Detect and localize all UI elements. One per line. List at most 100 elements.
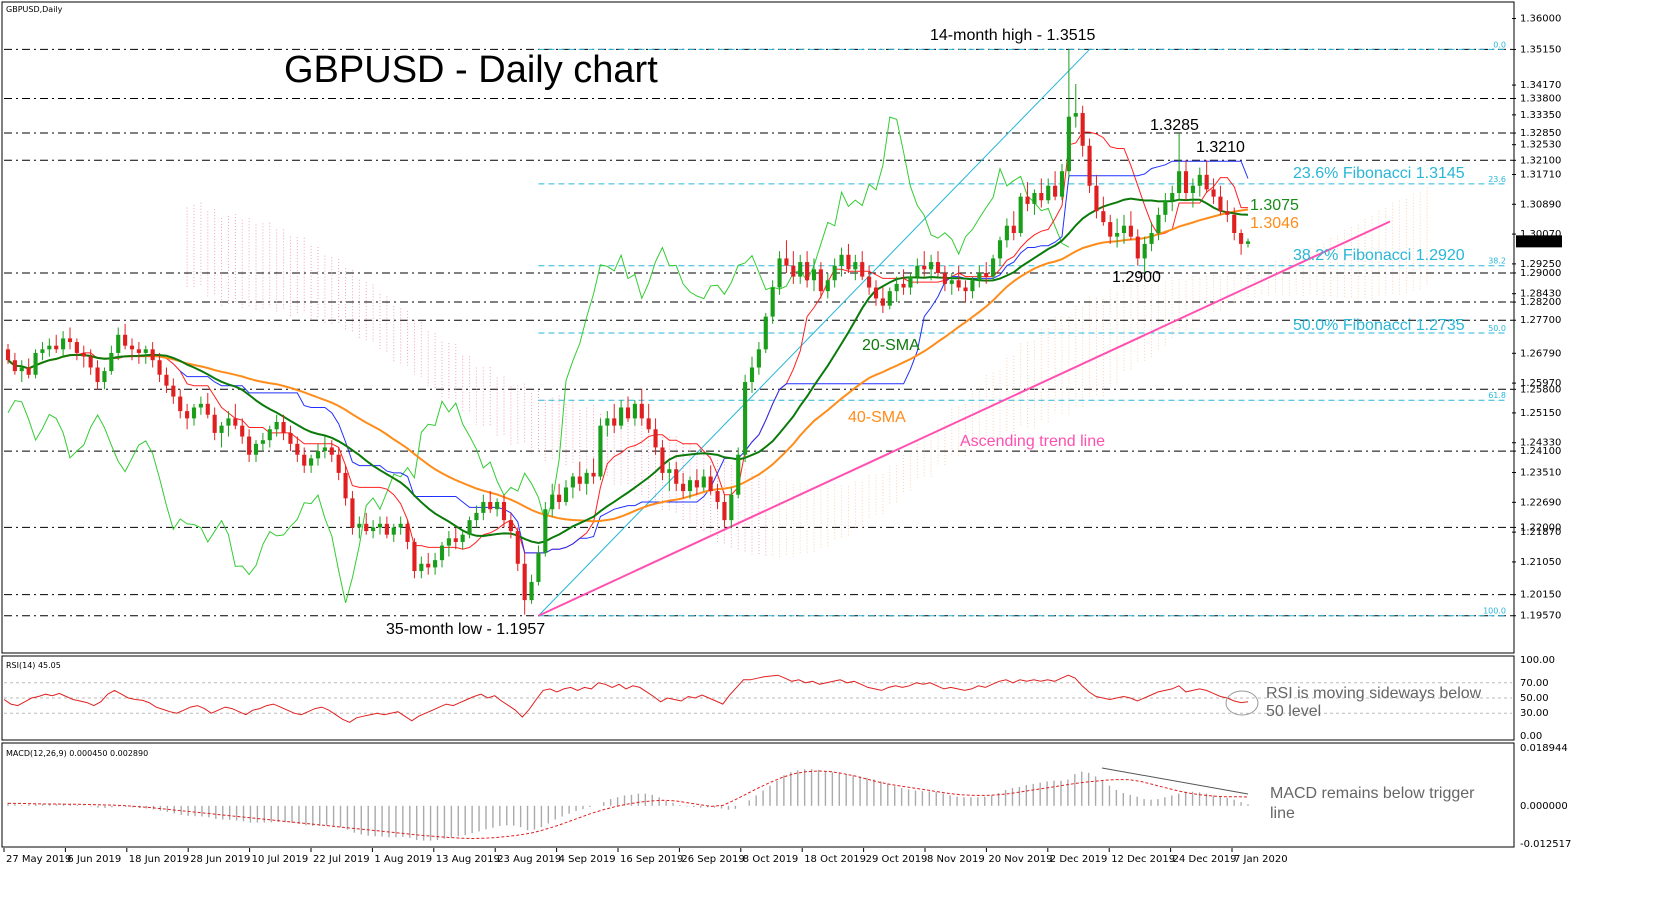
last-price-box (1516, 235, 1562, 248)
candle (54, 334, 59, 353)
candle-body (178, 396, 183, 412)
candle (922, 251, 927, 277)
candle (426, 552, 431, 575)
candle (433, 552, 438, 575)
candle (550, 483, 555, 517)
date-tick-label: 1 Aug 2019 (374, 854, 432, 865)
fib-label-23-6: 23.6% Fibonacci 1.3145 (1293, 165, 1465, 182)
candle-body (426, 563, 431, 568)
candle-body (481, 501, 486, 513)
candle (240, 418, 245, 444)
candle (701, 469, 706, 492)
candle-body (191, 407, 197, 419)
candle-body (123, 334, 128, 346)
price-tick-label: 1.25970 (1520, 378, 1561, 389)
candle-body (1183, 171, 1189, 194)
candle-body (1128, 225, 1133, 237)
candle-body (901, 283, 906, 288)
price-tick-label: 1.23510 (1520, 468, 1561, 479)
candle (577, 461, 582, 492)
candle-body (1142, 243, 1147, 259)
candle-body (116, 334, 121, 353)
candle (1183, 160, 1189, 201)
candle (1094, 174, 1099, 219)
candle (467, 516, 472, 539)
date-tick-label: 23 Aug 2019 (497, 854, 561, 865)
candle (1142, 236, 1147, 273)
candle (832, 258, 837, 288)
candle (1156, 207, 1161, 241)
candle-body (322, 447, 327, 452)
candle-body (977, 272, 982, 281)
candle-body (226, 418, 231, 426)
candle-body (915, 265, 920, 277)
candle-body (557, 494, 562, 502)
candle-body (577, 476, 582, 484)
candle (1032, 189, 1037, 215)
candle-body (887, 291, 892, 306)
candle-body (315, 451, 321, 459)
candle-body (963, 287, 968, 292)
date-tick-label: 12 Dec 2019 (1111, 854, 1175, 865)
candle-body (267, 429, 272, 441)
candle-body (460, 534, 465, 542)
candle-body (1211, 189, 1216, 197)
candle (1066, 49, 1071, 179)
candle (1163, 193, 1168, 223)
candle (687, 476, 693, 499)
candle (915, 258, 920, 284)
candle-body (1080, 113, 1085, 146)
candle (798, 254, 803, 284)
candle-body (1163, 200, 1168, 215)
candle (405, 520, 410, 550)
candle (1170, 185, 1175, 212)
candle-body (818, 269, 823, 292)
candle-body (646, 418, 651, 430)
candle-body (997, 240, 1003, 259)
candle-body (949, 280, 954, 284)
candle-body (329, 447, 334, 455)
candle (605, 411, 610, 437)
candle (997, 236, 1003, 266)
price-tick-label: 1.31710 (1520, 169, 1561, 180)
candle-body (543, 509, 548, 553)
candle-body (956, 280, 961, 288)
price-tick-label: 1.32100 (1520, 155, 1561, 166)
fib-diagonal (538, 49, 1090, 617)
candle (1101, 196, 1106, 226)
candle-body (1108, 222, 1113, 237)
candle-body (419, 563, 424, 572)
candle-body (846, 254, 851, 270)
sma40-label: 40-SMA (848, 409, 906, 426)
candle (1108, 214, 1113, 244)
candle (384, 516, 389, 539)
candle-body (1066, 116, 1071, 172)
date-tick-label: 29 Oct 2019 (866, 854, 928, 865)
candle (164, 367, 169, 393)
candle (1018, 193, 1023, 237)
candle (1059, 163, 1065, 201)
candle (136, 342, 141, 364)
candle-body (1073, 113, 1078, 117)
candle-body (922, 265, 927, 270)
candle (267, 425, 272, 448)
candle (460, 531, 465, 550)
macd-annotation-line1: MACD remains below trigger (1270, 785, 1475, 802)
candle (729, 487, 734, 528)
candle (805, 251, 810, 288)
candle-body (749, 367, 755, 383)
candle (1149, 222, 1154, 252)
candle (681, 472, 686, 499)
price-tick-label: 1.22000 (1520, 522, 1561, 533)
fib-tag-1: 38.2 (1488, 257, 1506, 266)
candle (1232, 207, 1237, 241)
rsi-circle-highlight (1225, 690, 1259, 716)
candle-body (212, 414, 217, 433)
candle-body (632, 403, 637, 419)
candle-body (1156, 214, 1161, 233)
candle (129, 338, 135, 361)
candle (61, 331, 66, 357)
price-tick-label: 1.33350 (1520, 110, 1561, 121)
trend-line-label: Ascending trend line (960, 433, 1105, 450)
candle-body (1239, 232, 1244, 244)
